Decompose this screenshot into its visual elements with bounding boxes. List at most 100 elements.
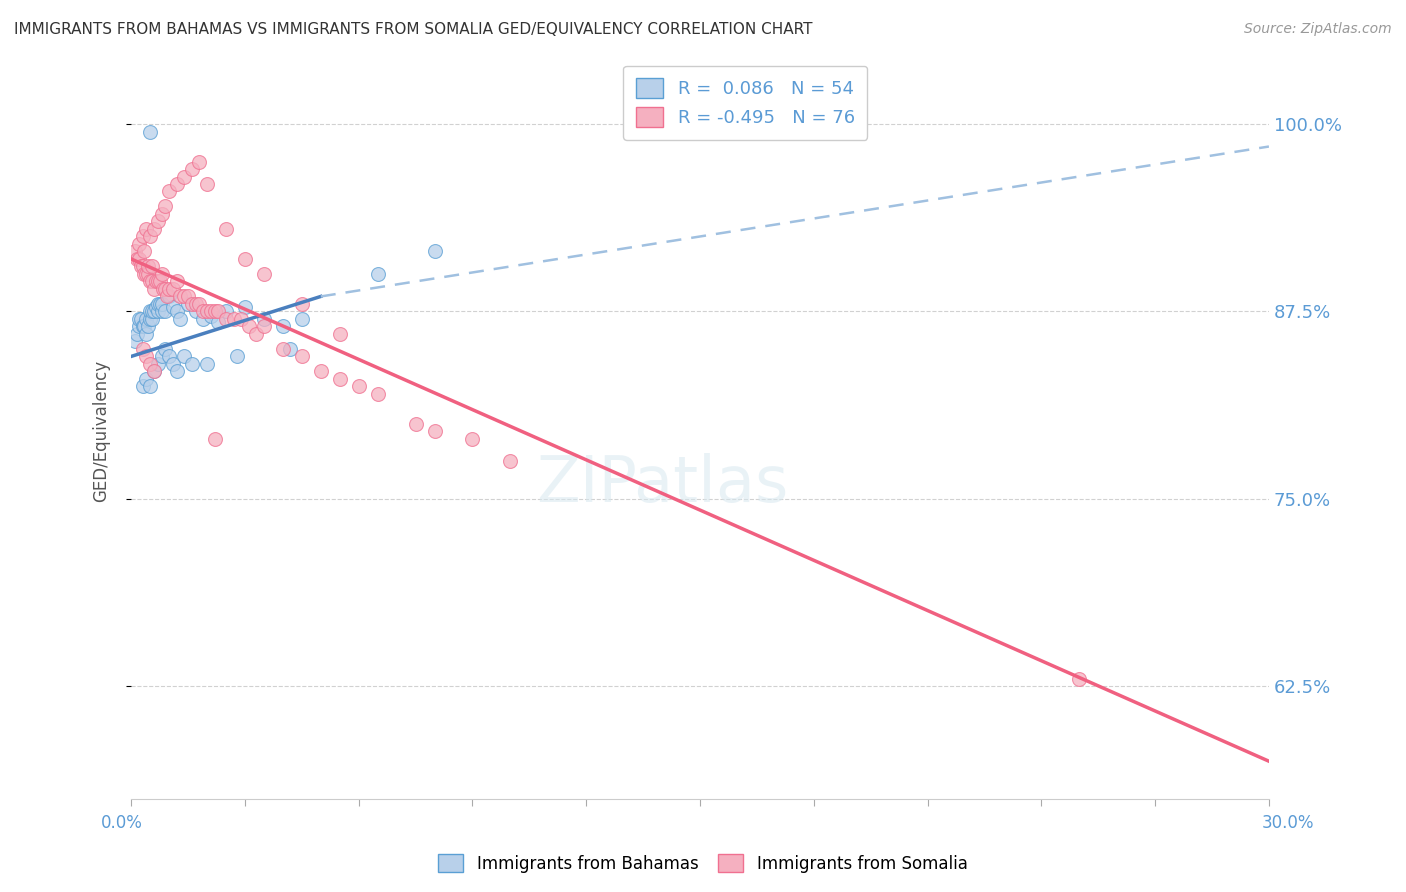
Point <box>135 222 157 236</box>
Point <box>146 297 169 311</box>
Point <box>135 267 157 281</box>
Point <box>150 267 173 281</box>
Point <box>124 244 146 259</box>
Point <box>162 282 184 296</box>
Point <box>139 229 162 244</box>
Point <box>141 260 163 274</box>
Text: 30.0%: 30.0% <box>1263 814 1315 831</box>
Point <box>146 357 169 371</box>
Point <box>131 379 153 393</box>
Point <box>180 297 202 311</box>
Point <box>162 357 184 371</box>
Point <box>195 357 218 371</box>
Point <box>1069 672 1091 686</box>
Point <box>271 342 294 356</box>
Point <box>162 300 184 314</box>
Point <box>155 304 177 318</box>
Point <box>135 350 157 364</box>
Point <box>150 350 173 364</box>
Point <box>134 267 156 281</box>
Point <box>291 312 314 326</box>
Point <box>200 309 222 323</box>
Point <box>142 222 165 236</box>
Point <box>423 425 446 439</box>
Point <box>157 289 180 303</box>
Point <box>125 326 148 341</box>
Point <box>173 169 195 184</box>
Point <box>146 214 169 228</box>
Point <box>166 364 188 378</box>
Point <box>139 312 162 326</box>
Point <box>166 177 188 191</box>
Point <box>157 185 180 199</box>
Point <box>142 364 165 378</box>
Point <box>271 319 294 334</box>
Point <box>128 319 150 334</box>
Point <box>169 289 191 303</box>
Point <box>134 319 156 334</box>
Point <box>131 342 153 356</box>
Point <box>177 289 200 303</box>
Point <box>193 304 215 318</box>
Point <box>129 260 152 274</box>
Point <box>329 372 352 386</box>
Point <box>129 312 152 326</box>
Legend: R =  0.086   N = 54, R = -0.495   N = 76: R = 0.086 N = 54, R = -0.495 N = 76 <box>623 66 868 140</box>
Point <box>150 207 173 221</box>
Point <box>166 304 188 318</box>
Point <box>215 312 238 326</box>
Point <box>253 319 276 334</box>
Point <box>155 282 177 296</box>
Point <box>499 454 522 468</box>
Y-axis label: GED/Equivalency: GED/Equivalency <box>93 360 110 502</box>
Point <box>180 161 202 176</box>
Point <box>128 252 150 266</box>
Point <box>215 304 238 318</box>
Point <box>253 267 276 281</box>
Point <box>156 289 179 303</box>
Point <box>226 350 249 364</box>
Point <box>207 315 229 329</box>
Point <box>136 267 159 281</box>
Point <box>157 282 180 296</box>
Legend: Immigrants from Bahamas, Immigrants from Somalia: Immigrants from Bahamas, Immigrants from… <box>432 847 974 880</box>
Point <box>141 275 163 289</box>
Point <box>139 357 162 371</box>
Point <box>200 304 222 318</box>
Point <box>204 432 226 446</box>
Point <box>309 364 332 378</box>
Point <box>367 387 389 401</box>
Point <box>423 244 446 259</box>
Point <box>347 379 370 393</box>
Point <box>180 357 202 371</box>
Point <box>193 312 215 326</box>
Point <box>142 364 165 378</box>
Point <box>231 312 253 326</box>
Point <box>152 282 174 296</box>
Point <box>245 326 267 341</box>
Point <box>169 312 191 326</box>
Point <box>142 304 165 318</box>
Point <box>222 312 245 326</box>
Point <box>173 289 195 303</box>
Point <box>136 319 159 334</box>
Point <box>204 304 226 318</box>
Point <box>128 312 150 326</box>
Point <box>139 379 162 393</box>
Point <box>131 260 153 274</box>
Point <box>128 237 150 252</box>
Point <box>146 304 169 318</box>
Point <box>461 432 484 446</box>
Point <box>367 267 389 281</box>
Point <box>291 350 314 364</box>
Point <box>142 282 165 296</box>
Point <box>166 275 188 289</box>
Point <box>188 154 211 169</box>
Point <box>135 326 157 341</box>
Point <box>155 342 177 356</box>
Point <box>149 275 172 289</box>
Point <box>207 304 229 318</box>
Point <box>184 297 207 311</box>
Point <box>195 304 218 318</box>
Point <box>177 297 200 311</box>
